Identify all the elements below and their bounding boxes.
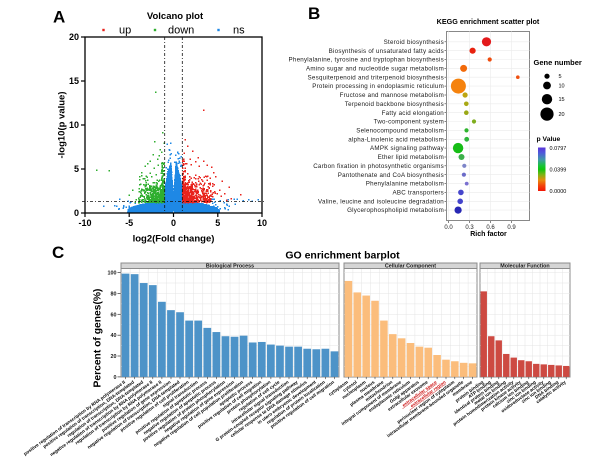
svg-text:Fructose and mannose metabolis: Fructose and mannose metabolism xyxy=(340,92,444,99)
svg-text:80: 80 xyxy=(111,292,117,298)
svg-text:40: 40 xyxy=(111,333,117,339)
svg-text:Volcano plot: Volcano plot xyxy=(147,11,204,22)
svg-text:Gene number: Gene number xyxy=(534,58,582,67)
svg-text:KEGG enrichment scatter plot: KEGG enrichment scatter plot xyxy=(437,17,540,26)
svg-text:Pantothenate and CoA biosynthe: Pantothenate and CoA biosynthesis xyxy=(338,172,444,179)
svg-text:Percent of genes(%): Percent of genes(%) xyxy=(93,289,104,388)
svg-text:alpha-Linolenic acid metabolis: alpha-Linolenic acid metabolism xyxy=(348,136,444,143)
svg-text:Cellular Component: Cellular Component xyxy=(385,264,436,270)
svg-text:0: 0 xyxy=(74,208,79,218)
svg-text:down: down xyxy=(168,25,194,37)
svg-text:0.6: 0.6 xyxy=(486,225,495,231)
svg-text:Selenocompound metabolism: Selenocompound metabolism xyxy=(356,128,444,135)
svg-text:0.0399: 0.0399 xyxy=(550,167,567,173)
svg-text:ns: ns xyxy=(233,25,245,37)
svg-text:up: up xyxy=(119,25,131,37)
svg-text:AMPK signaling pathway: AMPK signaling pathway xyxy=(370,145,445,152)
svg-text:Glycerophospholipid metabolism: Glycerophospholipid metabolism xyxy=(347,207,444,214)
svg-text:Ether lipid metabolism: Ether lipid metabolism xyxy=(378,154,444,161)
svg-text:10: 10 xyxy=(559,84,565,90)
svg-text:Steroid biosynthesis: Steroid biosynthesis xyxy=(384,39,444,46)
svg-text:0.0000: 0.0000 xyxy=(550,189,567,195)
svg-text:5: 5 xyxy=(559,74,562,80)
svg-text:0.0797: 0.0797 xyxy=(550,146,567,152)
svg-text:15: 15 xyxy=(559,97,565,103)
svg-text:20: 20 xyxy=(559,112,565,118)
svg-text:-5: -5 xyxy=(125,218,133,228)
svg-text:Carbon fixation in photosynthe: Carbon fixation in photosynthetic organi… xyxy=(313,163,444,170)
svg-text:Rich factor: Rich factor xyxy=(470,231,507,238)
svg-text:20: 20 xyxy=(111,354,117,360)
svg-text:Phenylalanine, tyrosine and tr: Phenylalanine, tyrosine and tryptophan b… xyxy=(289,57,445,64)
svg-text:20: 20 xyxy=(69,32,79,42)
svg-text:A: A xyxy=(53,8,65,27)
svg-text:10: 10 xyxy=(69,120,79,130)
svg-text:0.9: 0.9 xyxy=(507,225,516,231)
svg-text:ABC transporters: ABC transporters xyxy=(393,190,444,197)
svg-text:10: 10 xyxy=(257,218,267,228)
svg-text:log2(Fold change): log2(Fold change) xyxy=(133,234,215,245)
svg-text:0: 0 xyxy=(114,375,117,381)
svg-text:Amino sugar and nucleotide sug: Amino sugar and nucleotide sugar metabol… xyxy=(306,66,444,73)
svg-text:Two-component system: Two-component system xyxy=(374,119,444,126)
svg-text:Valine, leucine and isoleucine: Valine, leucine and isoleucine degradati… xyxy=(318,198,444,205)
svg-text:p Value: p Value xyxy=(537,136,561,143)
svg-text:-log10(p value): -log10(p value) xyxy=(57,91,68,158)
svg-text:5: 5 xyxy=(215,218,220,228)
svg-text:Terpenoid backbone biosynthesi: Terpenoid backbone biosynthesis xyxy=(345,101,444,108)
svg-text:Protein processing in endoplas: Protein processing in endoplasmic reticu… xyxy=(312,83,444,90)
svg-text:C: C xyxy=(52,243,64,262)
svg-text:Sesquiterpenoid and triterpeno: Sesquiterpenoid and triterpenoid biosynt… xyxy=(308,74,444,81)
svg-text:100: 100 xyxy=(108,271,117,277)
svg-text:GO enrichment barplot: GO enrichment barplot xyxy=(285,250,400,262)
svg-text:0.0: 0.0 xyxy=(444,225,453,231)
svg-text:60: 60 xyxy=(111,312,117,318)
svg-text:Biosynthesis of unsaturated fa: Biosynthesis of unsaturated fatty acids xyxy=(329,48,444,55)
svg-text:0.3: 0.3 xyxy=(465,225,474,231)
svg-text:-10: -10 xyxy=(78,218,91,228)
svg-text:5: 5 xyxy=(74,164,79,174)
svg-text:B: B xyxy=(308,4,320,23)
svg-text:Phenylalanine metabolism: Phenylalanine metabolism xyxy=(366,181,444,188)
svg-text:15: 15 xyxy=(69,76,79,86)
svg-text:Molecular Function: Molecular Function xyxy=(500,264,549,270)
svg-text:Biological Process: Biological Process xyxy=(206,264,254,270)
svg-text:0: 0 xyxy=(171,218,176,228)
svg-text:Fatty acid elongation: Fatty acid elongation xyxy=(382,110,445,117)
